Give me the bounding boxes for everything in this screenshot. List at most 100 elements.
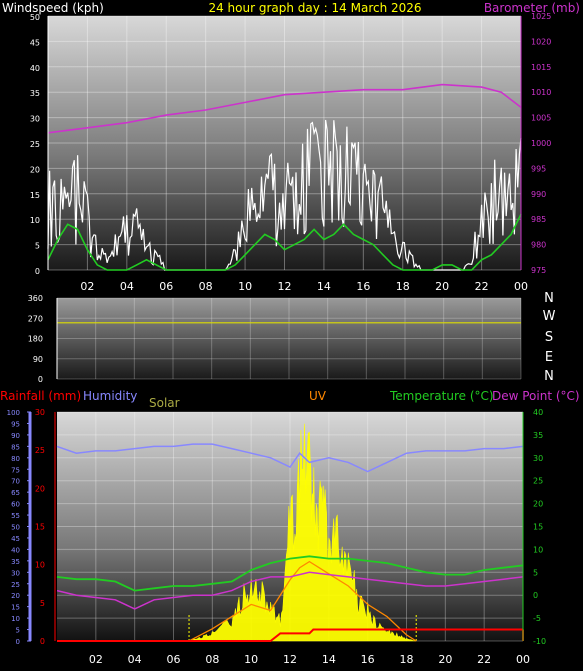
windspeed-tick-label: 10 xyxy=(30,216,40,225)
temperature-tick-label: 25 xyxy=(533,477,543,486)
humidity-tick-label: 10 xyxy=(11,615,20,623)
rainfall-tick-label: 0 xyxy=(40,637,45,646)
barometer-tick-label: 1005 xyxy=(531,114,551,123)
temperature-tick-label: -10 xyxy=(533,637,546,646)
wind-x-tick-label: 04 xyxy=(120,280,134,293)
climate-x-tick-label: 12 xyxy=(283,653,297,666)
barometer-tick-label: 1010 xyxy=(531,88,551,97)
legend-dew-point: Dew Point (°C) xyxy=(492,389,580,403)
windspeed-axis-title: Windspeed (kph) xyxy=(2,1,104,15)
rainfall-tick-label: 25 xyxy=(35,446,45,455)
barometer-tick-label: 1020 xyxy=(531,37,551,46)
legend-uv: UV xyxy=(309,389,327,403)
temperature-tick-label: 40 xyxy=(533,408,543,417)
climate-x-tick-label: 00 xyxy=(516,653,530,666)
compass-letter: N xyxy=(544,291,554,306)
climate-x-tick-label: 14 xyxy=(322,653,336,666)
rainfall-tick-label: 5 xyxy=(40,599,45,608)
rainfall-tick-label: 10 xyxy=(35,561,45,570)
direction-tick-label: 270 xyxy=(28,314,43,323)
rainfall-tick-label: 15 xyxy=(35,523,45,532)
wind-average-line xyxy=(47,213,522,271)
barometer-tick-label: 1025 xyxy=(531,12,551,21)
temperature-tick-label: 10 xyxy=(533,545,543,554)
temperature-tick-label: 30 xyxy=(533,454,543,463)
solar-area xyxy=(188,423,417,642)
windspeed-tick-label: 30 xyxy=(30,115,40,124)
legend-humidity: Humidity xyxy=(83,389,137,403)
windspeed-tick-label: 45 xyxy=(30,38,40,47)
barometer-axis-title: Barometer (mb) xyxy=(484,1,580,15)
humidity-tick-label: 75 xyxy=(11,466,20,474)
windspeed-tick-label: 35 xyxy=(30,89,40,98)
wind-direction-grid xyxy=(57,297,522,380)
humidity-tick-label: 15 xyxy=(11,604,20,612)
humidity-tick-label: 50 xyxy=(11,524,20,532)
compass-letter: W xyxy=(543,309,556,324)
wind-x-tick-label: 22 xyxy=(475,280,489,293)
wind-x-tick-label: 02 xyxy=(80,280,94,293)
humidity-tick-label: 95 xyxy=(11,420,20,428)
climate-x-tick-label: 20 xyxy=(438,653,452,666)
rainfall-tick-label: 30 xyxy=(35,408,45,417)
humidity-tick-label: 20 xyxy=(11,592,20,600)
climate-x-tick-label: 06 xyxy=(167,653,181,666)
direction-tick-label: 180 xyxy=(28,335,43,344)
windspeed-tick-label: 20 xyxy=(30,165,40,174)
rainfall-line xyxy=(57,628,523,642)
climate-x-tick-label: 16 xyxy=(361,653,375,666)
barometer-line xyxy=(47,83,522,134)
wind-x-tick-label: 16 xyxy=(356,280,370,293)
barometer-tick-label: 1015 xyxy=(531,63,551,72)
barometer-tick-label: 990 xyxy=(531,190,546,199)
humidity-tick-label: 5 xyxy=(16,627,20,635)
legend-temperature: Temperature (°C) xyxy=(389,389,494,403)
compass-letter: N xyxy=(544,369,554,384)
temperature-tick-label: 5 xyxy=(533,568,538,577)
humidity-tick-label: 60 xyxy=(11,501,20,509)
wind-x-tick-label: 12 xyxy=(278,280,292,293)
uv-line xyxy=(188,560,417,642)
humidity-line xyxy=(56,443,524,473)
humidity-tick-label: 0 xyxy=(16,638,20,646)
compass-letter: E xyxy=(545,350,553,365)
compass-letter: S xyxy=(545,330,553,345)
barometer-tick-label: 1000 xyxy=(531,139,551,148)
rainfall-tick-label: 20 xyxy=(35,484,45,493)
barometer-tick-label: 985 xyxy=(531,215,546,224)
temperature-tick-label: 20 xyxy=(533,500,543,509)
climate-panel-axes: -10 -5 0 5 10 15 20 25 30 35 40 02 04 06 08 10 12 14 16 18 2… xyxy=(7,408,546,666)
wind-x-tick-label: 08 xyxy=(199,280,213,293)
humidity-tick-label: 30 xyxy=(11,569,20,577)
humidity-tick-label: 55 xyxy=(11,512,20,520)
windspeed-tick-label: 40 xyxy=(30,64,40,73)
wind-direction-panel-background xyxy=(57,298,521,379)
climate-x-tick-label: 04 xyxy=(128,653,142,666)
legend-rainfall: Rainfall (mm) xyxy=(0,389,81,403)
barometer-tick-label: 980 xyxy=(531,241,546,250)
temperature-tick-label: -5 xyxy=(533,614,541,623)
direction-tick-label: 0 xyxy=(38,375,43,384)
humidity-tick-label: 90 xyxy=(11,432,20,440)
windspeed-tick-label: 15 xyxy=(30,191,40,200)
barometer-tick-label: 975 xyxy=(531,266,546,275)
humidity-tick-label: 80 xyxy=(11,455,20,463)
wind-x-tick-label: 00 xyxy=(514,280,528,293)
temperature-tick-label: 35 xyxy=(533,431,543,440)
temperature-tick-label: 0 xyxy=(533,591,538,600)
humidity-tick-label: 70 xyxy=(11,478,20,486)
humidity-tick-label: 85 xyxy=(11,443,20,451)
humidity-tick-label: 65 xyxy=(11,489,20,497)
windspeed-tick-label: 5 xyxy=(35,242,40,251)
direction-tick-label: 90 xyxy=(33,355,43,364)
temperature-line xyxy=(56,555,524,592)
humidity-tick-label: 45 xyxy=(11,535,20,543)
wind-x-tick-label: 06 xyxy=(159,280,173,293)
dew-point-line xyxy=(56,571,524,610)
wind-x-tick-label: 14 xyxy=(317,280,331,293)
climate-x-tick-label: 22 xyxy=(477,653,491,666)
climate-x-tick-label: 10 xyxy=(244,653,258,666)
humidity-tick-label: 25 xyxy=(11,581,20,589)
windspeed-tick-label: 50 xyxy=(30,13,40,22)
